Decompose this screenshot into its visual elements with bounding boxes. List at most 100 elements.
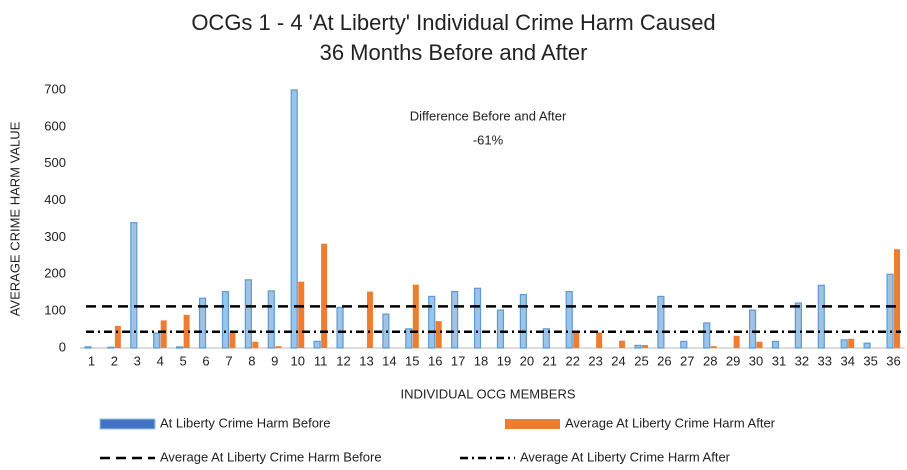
bar (183, 314, 190, 348)
x-tick-label: 17 (451, 353, 465, 368)
bar (84, 346, 92, 349)
bar (771, 340, 780, 349)
bar (405, 328, 413, 349)
x-tick-label: 7 (225, 353, 232, 368)
x-tick-label: 9 (271, 353, 278, 368)
legend-label: Average At Liberty Crime Harm After (520, 449, 731, 464)
bar (435, 321, 442, 348)
bar (451, 291, 459, 349)
legend-swatch (505, 419, 560, 429)
bar (657, 295, 665, 349)
x-tick-label: 1 (88, 353, 95, 368)
bar (473, 287, 482, 349)
x-tick-label: 31 (772, 353, 786, 368)
chart-title: OCGs 1 - 4 'At Liberty' Individual Crime… (191, 10, 716, 65)
x-tick-label: 30 (749, 353, 763, 368)
x-tick-label: 11 (314, 353, 328, 368)
x-axis-label: INDIVIDUAL OCG MEMBERS (400, 386, 575, 401)
bar (176, 346, 184, 349)
x-tick-label: 19 (497, 353, 511, 368)
bar (298, 281, 305, 348)
bar (229, 332, 236, 348)
bar (382, 313, 390, 349)
bar (634, 344, 642, 349)
bar (519, 293, 527, 349)
y-tick-label: 500 (44, 155, 66, 170)
x-tick-label: 21 (543, 353, 557, 368)
x-tick-label: 23 (588, 353, 602, 368)
bar (130, 222, 138, 349)
bar (710, 346, 717, 348)
y-axis-label: AVERAGE CRIME HARM VALUE (7, 121, 22, 316)
bar (107, 346, 115, 349)
bar (198, 297, 207, 349)
bar (894, 249, 901, 348)
bar (680, 340, 688, 349)
bar (313, 340, 321, 349)
x-tick-label: 15 (405, 353, 419, 368)
bar (733, 335, 740, 348)
x-tick-label: 35 (863, 353, 877, 368)
x-tick-label: 16 (428, 353, 442, 368)
x-tick-label: 3 (134, 353, 141, 368)
x-tick-label: 26 (657, 353, 671, 368)
bar (756, 341, 763, 348)
legend-label: Average At Liberty Crime Harm After (565, 415, 776, 430)
legend-swatch (99, 418, 156, 430)
x-tick-label: 29 (726, 353, 740, 368)
bar (428, 295, 436, 349)
bar (267, 290, 275, 349)
x-tick-label: 6 (202, 353, 209, 368)
x-tick-label: 24 (611, 353, 625, 368)
bar (863, 342, 871, 349)
bar (244, 279, 252, 349)
bar (412, 284, 419, 348)
x-tick-label: 2 (111, 353, 118, 368)
bar (275, 346, 282, 348)
y-tick-label: 300 (44, 229, 66, 244)
bar (542, 328, 550, 349)
x-tick-label: 32 (795, 353, 809, 368)
legend-label: At Liberty Crime Harm Before (160, 415, 331, 430)
bar (221, 291, 230, 349)
x-tick-label: 34 (840, 353, 854, 368)
x-tick-label: 33 (818, 353, 832, 368)
y-tick-label: 200 (44, 266, 66, 281)
annotation-title: Difference Before and After (410, 108, 567, 123)
x-tick-label: 13 (359, 353, 373, 368)
x-tick-label: 25 (634, 353, 648, 368)
x-tick-label: 27 (680, 353, 694, 368)
x-tick-label: 18 (474, 353, 488, 368)
bar (290, 89, 298, 349)
annotation-text: -61% (473, 132, 504, 147)
bar (114, 325, 121, 348)
bar (496, 309, 505, 349)
bar (840, 339, 848, 349)
y-tick-label: 100 (44, 303, 66, 318)
bar (886, 273, 894, 349)
y-tick-label: 600 (44, 118, 66, 133)
bar (366, 291, 373, 348)
x-tick-label: 12 (336, 353, 350, 368)
bar (848, 338, 855, 348)
x-tick-label: 4 (157, 353, 164, 368)
bar (321, 243, 328, 348)
x-tick-label: 36 (886, 353, 900, 368)
x-tick-label: 5 (180, 353, 187, 368)
x-tick-label: 20 (520, 353, 534, 368)
y-tick-label: 400 (44, 192, 66, 207)
bar (794, 302, 802, 349)
y-tick-label: 700 (44, 81, 66, 96)
bar (160, 320, 167, 348)
bar (252, 341, 259, 348)
plot-area (84, 89, 901, 349)
legend-label: Average At Liberty Crime Harm Before (160, 449, 382, 464)
bar (619, 340, 626, 348)
x-tick-label: 10 (290, 353, 304, 368)
bar (573, 332, 580, 348)
bar (153, 332, 161, 349)
bar (336, 306, 344, 349)
x-tick-label: 28 (703, 353, 717, 368)
